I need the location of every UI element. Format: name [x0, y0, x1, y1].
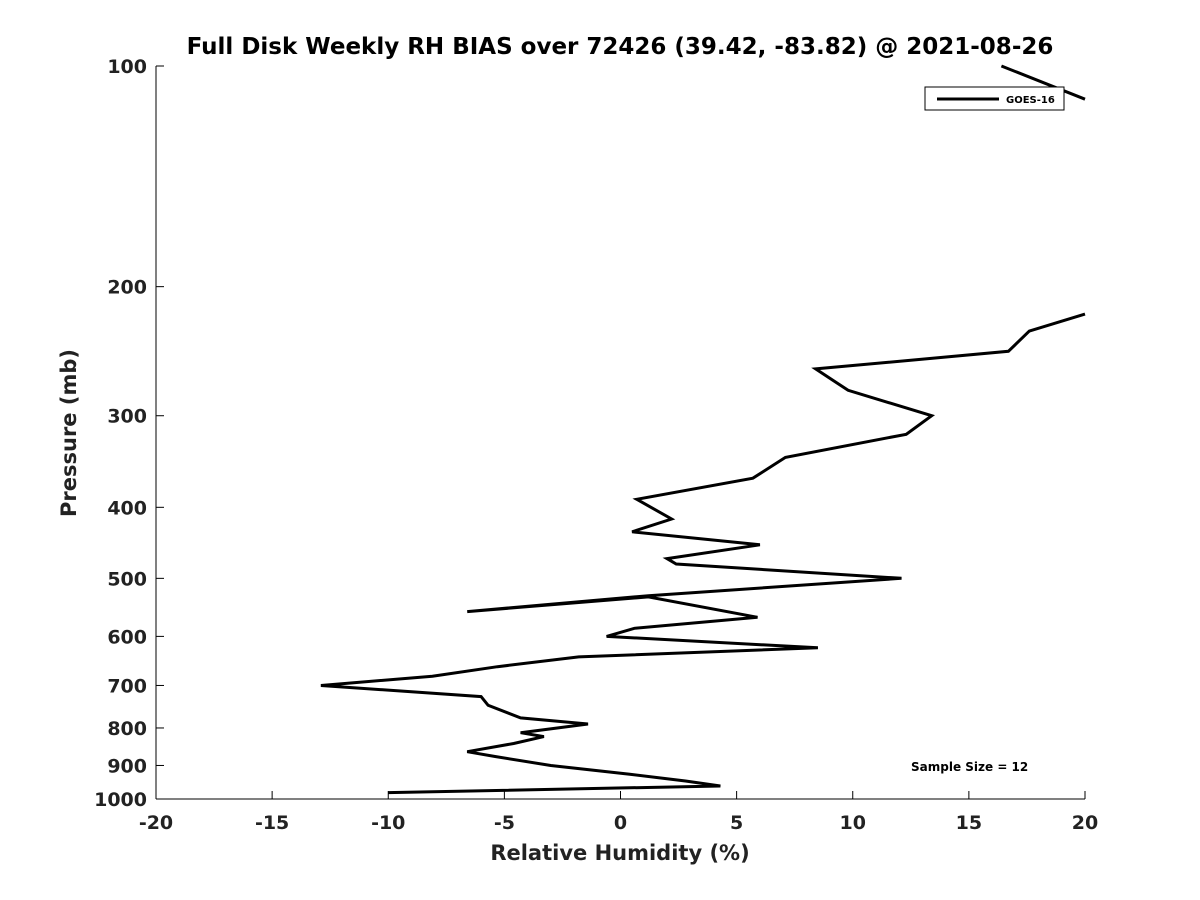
y-tick-label: 500: [107, 568, 147, 590]
y-tick-label: 900: [107, 755, 147, 777]
series-line-upper-segment: [1000, 64, 1086, 101]
x-axis-label: Relative Humidity (%): [490, 841, 749, 865]
series-line-goes-16: [320, 312, 1086, 795]
y-tick-label: 600: [107, 626, 147, 648]
x-tick-label: 0: [614, 812, 627, 834]
y-ticks: 100 200 300 400 500 600 700 800 900 1000: [94, 56, 164, 811]
x-tick-label: -15: [255, 812, 289, 834]
y-tick-label: 800: [107, 718, 147, 740]
x-tick-label: -20: [139, 812, 173, 834]
chart-title: Full Disk Weekly RH BIAS over 72426 (39.…: [187, 34, 1054, 60]
x-tick-label: -10: [371, 812, 405, 834]
series-group: [320, 64, 1086, 795]
y-tick-label: 200: [107, 277, 147, 299]
x-tick-label: 15: [956, 812, 982, 834]
x-tick-label: -5: [494, 812, 515, 834]
y-tick-label: 300: [107, 406, 147, 428]
x-tick-label: 20: [1072, 812, 1098, 834]
sample-size-annotation: Sample Size = 12: [911, 760, 1028, 774]
y-tick-label: 1000: [94, 789, 147, 811]
x-tick-label: 5: [730, 812, 743, 834]
y-tick-label: 700: [107, 675, 147, 697]
legend: GOES-16: [924, 86, 1065, 111]
x-ticks: -20 -15 -10 -5 0 5 10 15 20: [139, 791, 1098, 834]
x-tick-label: 10: [840, 812, 866, 834]
y-axis-label: Pressure (mb): [57, 349, 81, 517]
y-tick-label: 100: [107, 56, 147, 78]
y-tick-label: 400: [107, 497, 147, 519]
legend-label-goes-16: GOES-16: [1006, 95, 1055, 106]
